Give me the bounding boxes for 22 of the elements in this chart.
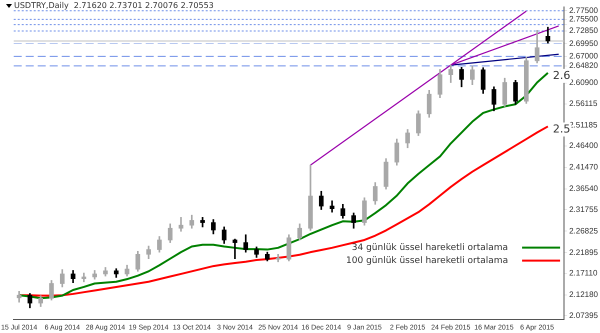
y-tick-label: 2.72850	[569, 26, 599, 36]
chart-title: USDTRY,Daily 2.71620 2.73701 2.70076 2.70553	[14, 1, 214, 10]
y-tick-label: 2.69950	[569, 38, 599, 48]
y-tick-label: 2.60900	[569, 78, 599, 88]
y-tick-label: 2.77500	[569, 6, 599, 15]
annotation: 2.6	[552, 68, 570, 82]
y-tick-label: 2.46400	[569, 141, 599, 150]
legend-label: 34 günlük üssel hareketli ortalama	[352, 242, 508, 253]
y-tick-label: 2.64820	[569, 61, 599, 70]
annotation: 2.5	[552, 122, 570, 136]
y-tick-label: 2.26825	[569, 226, 599, 236]
y-tick-label: 2.56115	[569, 98, 598, 108]
legend-label: 100 günlük üssel hareketli ortalama	[346, 256, 508, 266]
y-tick-label: 2.67000	[569, 52, 599, 61]
y-tick-label: 2.75500	[569, 14, 599, 24]
y-tick-label: 2.31755	[569, 204, 599, 214]
y-tick-label: 2.21895	[569, 248, 599, 257]
y-tick-label: 2.12180	[569, 290, 599, 300]
y-tick-label: 2.41470	[569, 162, 599, 172]
y-tick-label: 2.07395	[569, 310, 599, 320]
y-tick-label: 2.36540	[569, 184, 599, 194]
y-tick-label: 2.17110	[569, 268, 598, 278]
